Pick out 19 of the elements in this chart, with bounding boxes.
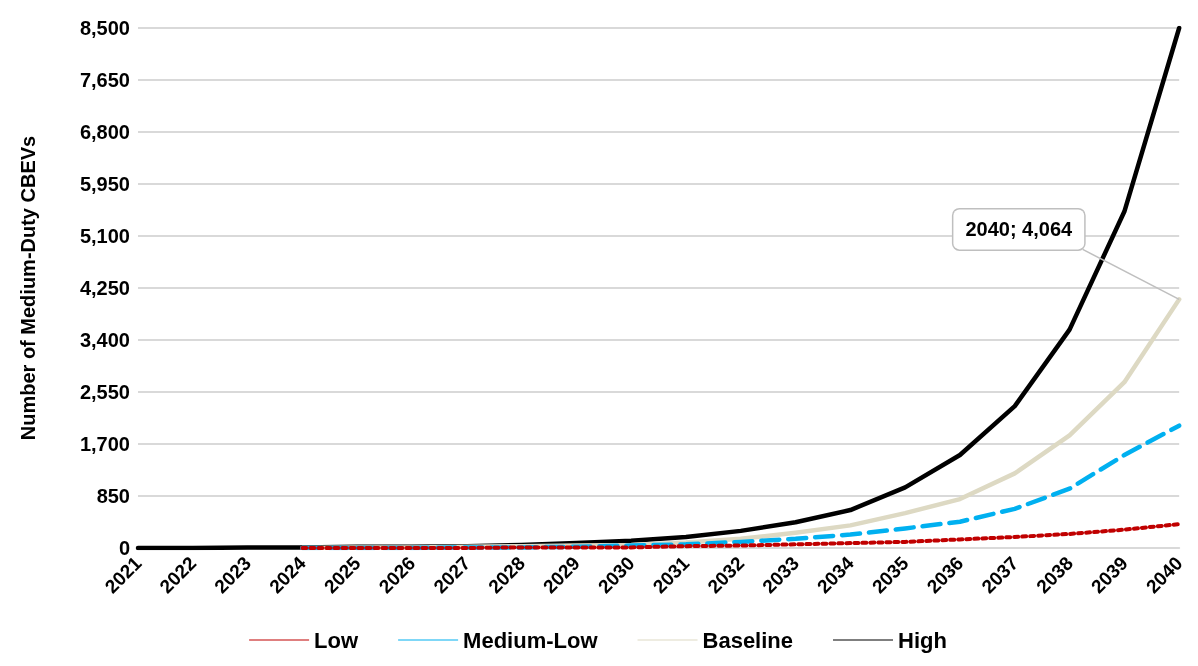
legend-label: Low xyxy=(314,627,359,653)
y-axis-title: Number of Medium-Duty CBEVs xyxy=(17,135,39,441)
y-tick-label: 6,800 xyxy=(79,121,130,143)
y-tick-label: 0 xyxy=(118,537,130,559)
legend-label: High xyxy=(898,627,947,653)
y-tick-label: 7,650 xyxy=(79,69,130,91)
line-series xyxy=(300,423,1182,551)
y-tick-label: 8,500 xyxy=(79,17,130,39)
y-tick-label: 850 xyxy=(96,485,130,507)
legend-label: Baseline xyxy=(702,627,794,653)
y-tick-label: 5,100 xyxy=(79,225,130,247)
y-tick-label: 1,700 xyxy=(79,433,130,455)
line-series xyxy=(300,522,1182,550)
y-tick-label: 3,400 xyxy=(79,329,130,351)
y-tick-label: 2,550 xyxy=(79,381,130,403)
y-tick-label: 5,950 xyxy=(79,173,130,195)
annotation: 2040; 4,064 xyxy=(965,218,1074,241)
legend-label: Medium-Low xyxy=(463,627,599,653)
y-tick-label: 4,250 xyxy=(79,277,130,299)
